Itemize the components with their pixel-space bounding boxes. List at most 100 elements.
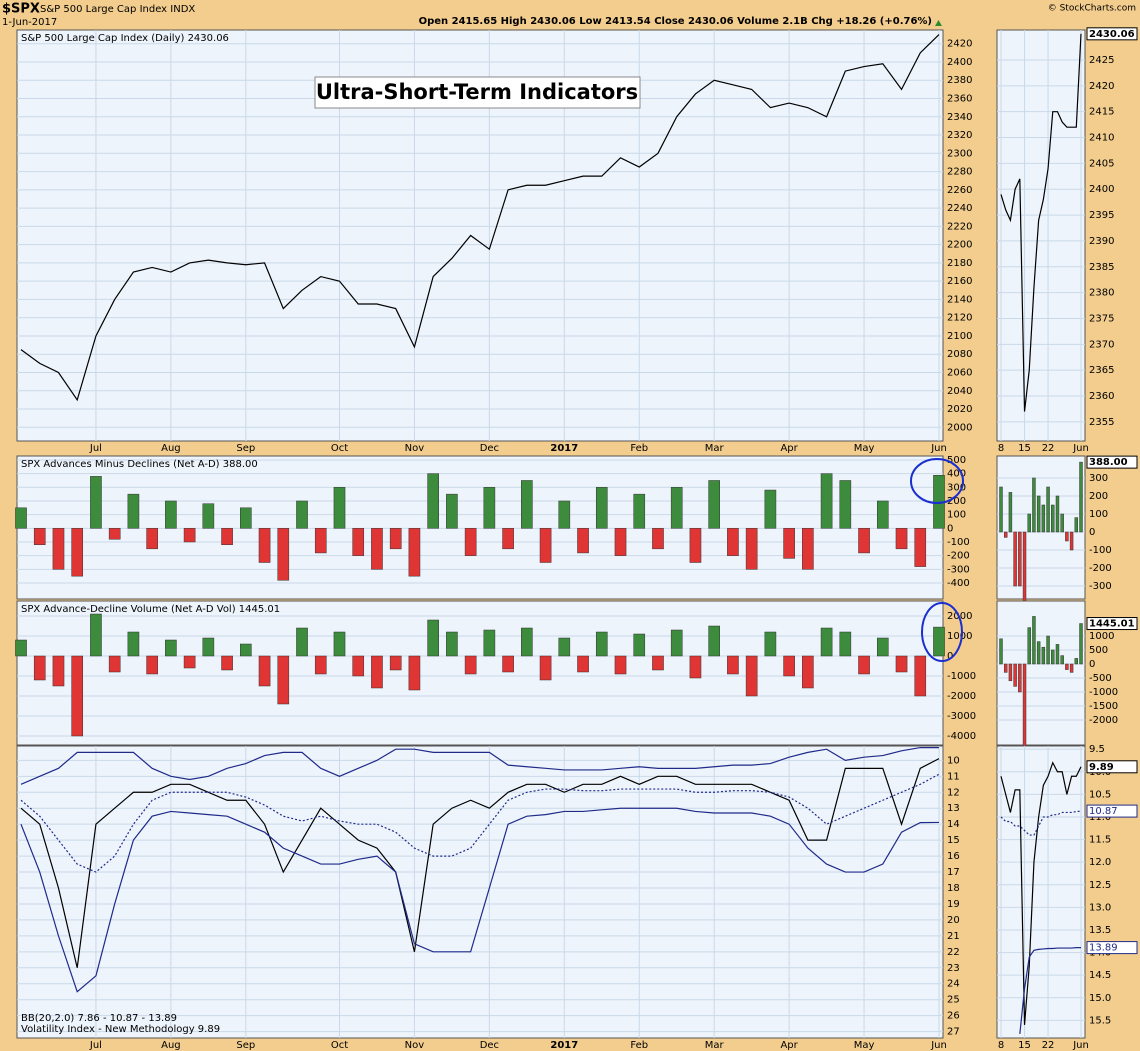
bar (689, 528, 702, 563)
bar (1065, 531, 1069, 542)
x-tick-label: 22 (1042, 443, 1055, 454)
bar (595, 631, 608, 657)
x-tick-label: Aug (161, 1040, 181, 1051)
y-tick-label: 2080 (947, 349, 972, 360)
bar (708, 625, 720, 657)
bar (202, 637, 215, 657)
y-tick-label: 300 (947, 482, 966, 493)
y-tick-label: 2360 (1089, 391, 1114, 402)
bar (1036, 641, 1041, 665)
x-tick-label: Oct (331, 1040, 348, 1051)
bar (408, 528, 421, 577)
bar (314, 655, 327, 675)
bar (183, 655, 196, 669)
bar (202, 503, 215, 529)
bar (277, 655, 290, 705)
y-tick-label: 11 (947, 771, 960, 782)
bar (914, 655, 927, 697)
last-value-box (1086, 804, 1138, 818)
y-tick-label: -300 (947, 564, 970, 575)
bar (933, 626, 945, 657)
y-tick-label: 2385 (1089, 262, 1114, 273)
y-tick-label: 17 (947, 867, 960, 878)
y-tick-label: 2040 (947, 386, 972, 397)
bar (670, 487, 683, 529)
bar (802, 528, 814, 570)
x-tick-label: Mar (705, 1040, 725, 1051)
bar (71, 528, 84, 577)
symbol: $SPX (2, 2, 40, 17)
y-tick-label: 15 (947, 835, 960, 846)
y-tick-label: 0 (947, 523, 953, 534)
y-tick-label: 22 (947, 947, 960, 958)
y-tick-label: -1000 (947, 671, 976, 682)
bar (876, 500, 889, 529)
x-tick-label: Jul (89, 443, 102, 454)
bar (1027, 627, 1031, 665)
highlight-ellipse (921, 602, 963, 662)
bar (783, 528, 795, 559)
bar (1003, 531, 1008, 538)
y-tick-label: -100 (947, 537, 970, 548)
bar (1060, 513, 1064, 533)
bar (71, 655, 84, 737)
line (20, 758, 940, 968)
y-tick-label: 26 (947, 1011, 960, 1022)
bar (52, 528, 65, 570)
bar (858, 528, 870, 554)
y-tick-label: 23 (947, 963, 960, 974)
bar (221, 655, 233, 671)
bar (745, 655, 758, 697)
y-tick-label: -2000 (947, 691, 976, 702)
bar (1022, 531, 1027, 603)
y-tick-label: -300 (1089, 581, 1112, 592)
x-tick-label: 22 (1042, 1040, 1055, 1051)
y-tick-label: 12.5 (1089, 880, 1111, 891)
plot-area (996, 29, 1086, 442)
y-tick-label: 2380 (947, 75, 972, 86)
y-tick-label: 18 (947, 883, 960, 894)
x-tick-label: May (854, 443, 875, 454)
y-tick-label: 12 (947, 787, 960, 798)
bar (876, 637, 889, 657)
bar (727, 655, 739, 675)
y-tick-label: -200 (947, 551, 970, 562)
panel-title: SPX Advance-Decline Volume (Net A-D Vol)… (21, 604, 280, 615)
y-tick-label: 1000 (947, 631, 972, 642)
y-tick-label: 21 (947, 931, 960, 942)
bar (1013, 663, 1017, 687)
y-tick-label: 2370 (1089, 339, 1114, 350)
bar (764, 631, 777, 657)
credit: © StockCharts.com (1048, 4, 1136, 14)
bar (558, 637, 571, 657)
x-tick-label: Jun (1072, 1040, 1089, 1051)
panel-title: S&P 500 Large Cap Index (Daily) 2430.06 (21, 33, 229, 44)
bar (539, 655, 552, 681)
overlay: Ultra-Short-Term Indicators (314, 76, 964, 662)
y-tick-label: 24 (947, 979, 960, 990)
bar (558, 500, 571, 529)
y-tick-label: 10 (947, 755, 960, 766)
y-tick-label: -4000 (947, 731, 976, 742)
bar (1041, 504, 1046, 533)
bar (1003, 663, 1008, 673)
bar (1046, 486, 1050, 533)
bar (314, 528, 327, 554)
last-value-box (1086, 941, 1138, 955)
y-tick-label: -400 (947, 578, 970, 589)
annotation: Ultra-Short-Term Indicators (316, 80, 638, 104)
y-tick-label: 2400 (1089, 184, 1114, 195)
bar (670, 629, 683, 657)
last-value-box (1086, 760, 1138, 774)
last-value-label: 1445.01 (1089, 619, 1135, 630)
bar (820, 473, 833, 529)
y-tick-label: 200 (1089, 491, 1108, 502)
bar (614, 655, 627, 675)
bar (1055, 644, 1060, 665)
x-tick-label: Nov (405, 1040, 425, 1051)
bar (1079, 623, 1083, 665)
bar (333, 631, 346, 657)
y-tick-label: 2140 (947, 294, 972, 305)
y-tick-label: 2380 (1089, 288, 1114, 299)
bar (895, 655, 908, 673)
